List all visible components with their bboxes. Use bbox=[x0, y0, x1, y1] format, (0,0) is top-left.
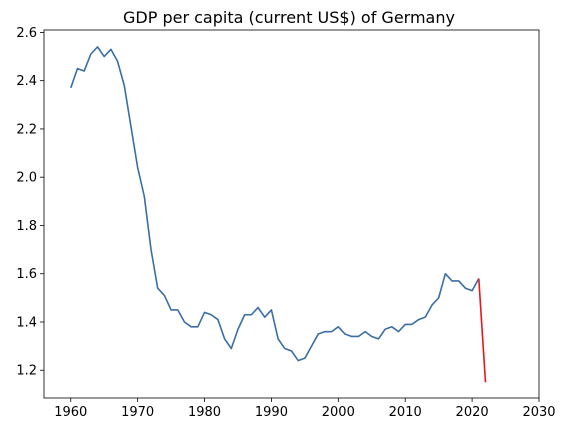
y-tick-label: 1.2 bbox=[16, 364, 37, 379]
x-tick-label: 2010 bbox=[389, 405, 422, 420]
y-tick-label: 2.6 bbox=[16, 26, 37, 41]
y-tick-label: 2.2 bbox=[16, 122, 37, 137]
series-line-forecast bbox=[478, 278, 487, 383]
y-tick-label: 2.4 bbox=[16, 74, 37, 89]
plot-marks bbox=[70, 46, 487, 383]
y-tick-label: 1.6 bbox=[16, 267, 37, 282]
y-tick-label: 1.8 bbox=[16, 219, 37, 234]
y-tick-label: 2.0 bbox=[16, 171, 37, 186]
series-line-historical bbox=[70, 46, 480, 362]
axes: 1960 1970 1980 1990 2000 2010 2020 2030 1.2 1.4 1.… bbox=[16, 26, 555, 420]
x-tick-label: 2020 bbox=[456, 405, 489, 420]
x-tick-label: 2030 bbox=[522, 405, 555, 420]
x-tick-label: 1960 bbox=[54, 405, 87, 420]
x-tick-label: 1980 bbox=[188, 405, 221, 420]
x-tick-label: 1990 bbox=[255, 405, 288, 420]
chart-title: GDP per capita (current US$) of Germany bbox=[123, 8, 455, 27]
x-tick-label: 2000 bbox=[322, 405, 355, 420]
plot-frame bbox=[43, 29, 540, 399]
y-tick-label: 1.4 bbox=[16, 315, 37, 330]
x-tick-label: 1970 bbox=[121, 405, 154, 420]
